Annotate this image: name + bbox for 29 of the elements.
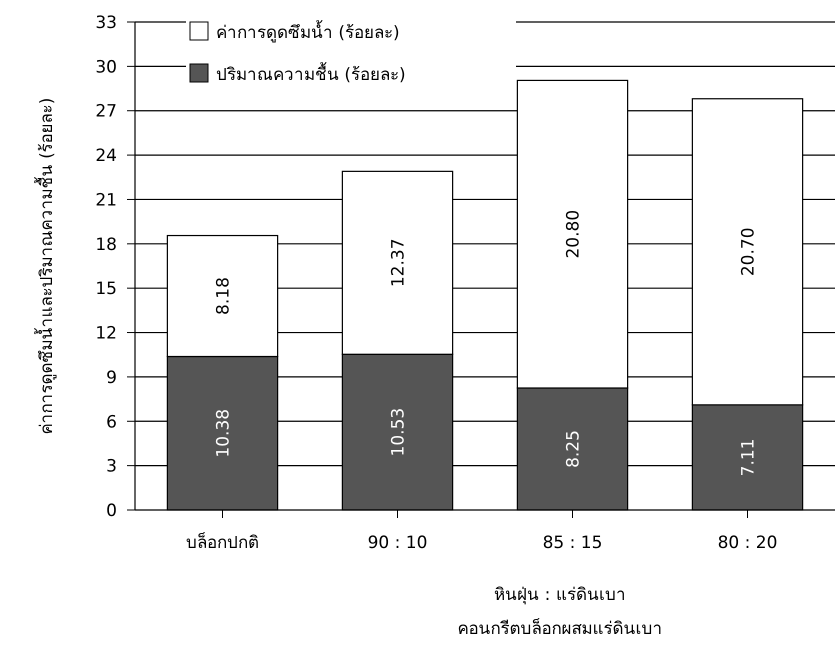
data-label: 10.53 <box>388 408 408 456</box>
x-tick-label: 90 : 10 <box>368 533 428 553</box>
legend-label: ปริมาณความชื้น (ร้อยละ) <box>216 62 406 85</box>
data-label: 8.25 <box>564 430 584 468</box>
y-tick-label: 6 <box>106 412 117 432</box>
x-tick-label: 85 : 15 <box>542 533 602 553</box>
y-tick-label: 30 <box>95 57 117 78</box>
data-label: 12.37 <box>388 238 408 288</box>
y-tick-label: 0 <box>106 501 117 521</box>
data-label: 20.70 <box>738 227 758 276</box>
x-tick-label: 80 : 20 <box>718 533 778 553</box>
y-tick-label: 33 <box>95 13 117 33</box>
y-tick-label: 21 <box>95 190 117 210</box>
y-tick-label: 12 <box>95 324 117 344</box>
data-label: 7.11 <box>738 438 758 476</box>
y-tick-label: 24 <box>95 146 117 166</box>
data-label: 20.80 <box>564 210 584 259</box>
y-axis-title: ค่าการดูดซึมน้ำและปริมาณความชื้น (ร้อยละ) <box>34 98 57 434</box>
text: คอนกรีตบล็อกผสมแร่ดินเบา <box>458 617 662 639</box>
y-tick-label: 15 <box>95 279 117 300</box>
y-tick-label: 9 <box>106 368 117 388</box>
x-axis-title: หินฝุ่น : แร่ดินเบา <box>494 585 626 605</box>
y-tick-label: 3 <box>106 456 117 477</box>
legend-label: ค่าการดูดซึมน้ำ (ร้อยละ) <box>216 20 400 43</box>
data-label: 10.38 <box>214 408 234 458</box>
data-label: 8.18 <box>214 277 234 315</box>
y-tick-label: 18 <box>95 234 117 255</box>
x-tick-label: บล็อกปกติ <box>186 531 259 553</box>
y-tick-label: 27 <box>95 102 117 122</box>
